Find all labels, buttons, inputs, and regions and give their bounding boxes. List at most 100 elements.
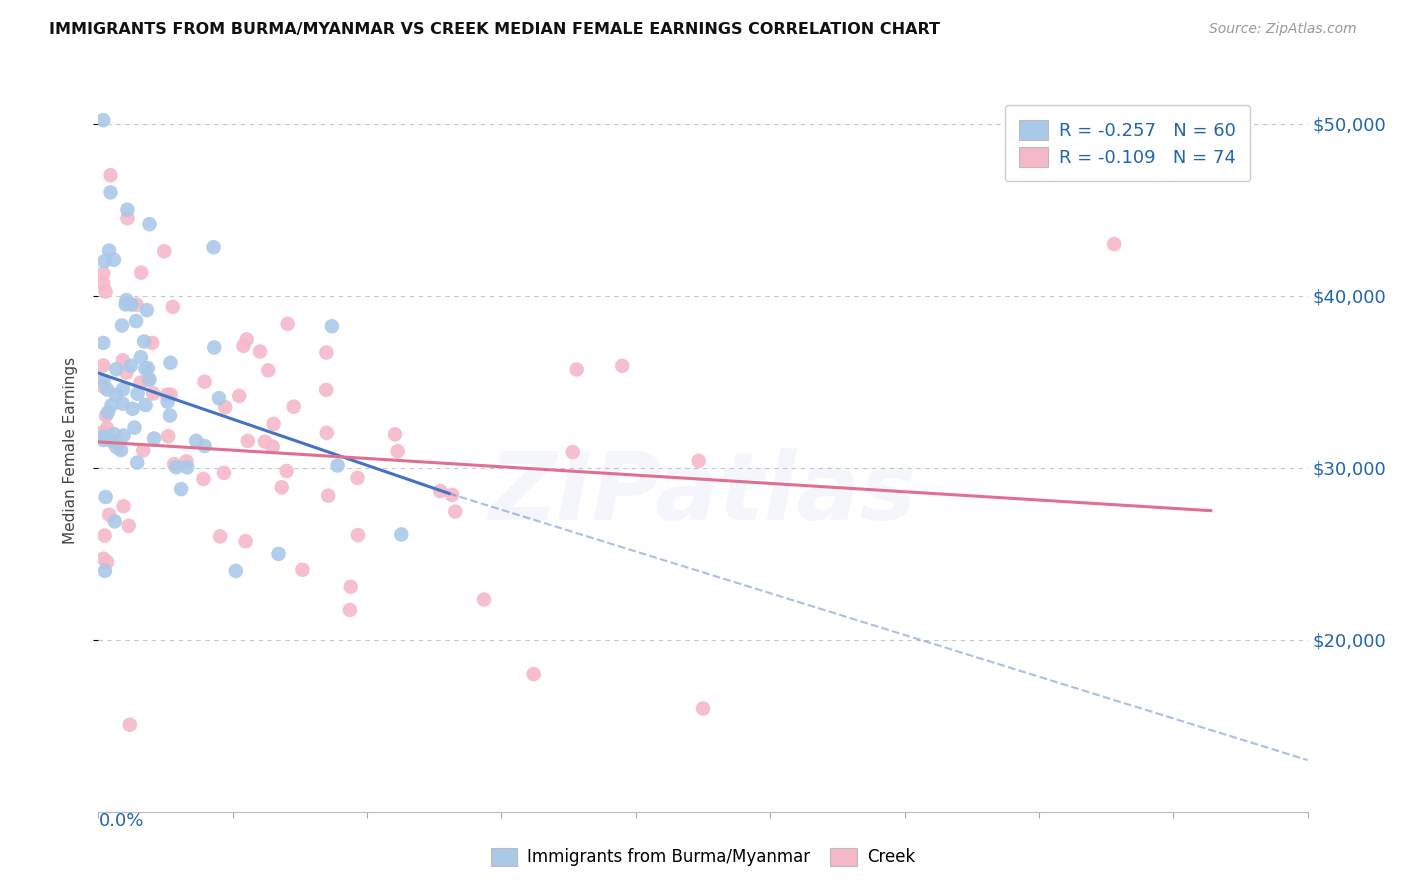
- Point: [176, 454, 198, 468]
- Point: [91, 433, 114, 447]
- Point: [115, 366, 138, 380]
- Point: [389, 527, 412, 541]
- Point: [138, 217, 160, 231]
- Point: [612, 359, 634, 373]
- Point: [236, 434, 259, 448]
- Point: [315, 425, 337, 440]
- Point: [120, 359, 142, 373]
- Point: [523, 667, 546, 681]
- Point: [387, 444, 409, 458]
- Point: [156, 394, 179, 409]
- Point: [214, 401, 236, 415]
- Point: [142, 386, 165, 401]
- Point: [232, 339, 254, 353]
- Point: [228, 389, 250, 403]
- Point: [134, 334, 156, 349]
- Point: [91, 113, 114, 128]
- Point: [472, 592, 495, 607]
- Point: [117, 211, 139, 226]
- Legend: Immigrants from Burma/Myanmar, Creek: Immigrants from Burma/Myanmar, Creek: [484, 841, 922, 873]
- Point: [291, 563, 314, 577]
- Point: [208, 391, 231, 405]
- Point: [209, 529, 232, 543]
- Point: [235, 333, 257, 347]
- Legend: R = -0.257   N = 60, R = -0.109   N = 74: R = -0.257 N = 60, R = -0.109 N = 74: [1005, 105, 1250, 181]
- Point: [170, 482, 193, 496]
- Point: [249, 344, 271, 359]
- Point: [163, 457, 186, 471]
- Point: [111, 353, 134, 368]
- Point: [202, 341, 225, 355]
- Text: ZIPatlas: ZIPatlas: [489, 448, 917, 540]
- Point: [136, 373, 159, 387]
- Point: [162, 300, 184, 314]
- Point: [276, 464, 298, 478]
- Point: [202, 240, 225, 254]
- Point: [141, 335, 163, 350]
- Point: [105, 362, 128, 376]
- Point: [262, 440, 284, 454]
- Point: [176, 460, 198, 475]
- Point: [165, 460, 187, 475]
- Point: [91, 379, 114, 393]
- Point: [157, 429, 180, 443]
- Point: [339, 603, 361, 617]
- Point: [96, 383, 118, 397]
- Point: [100, 398, 122, 412]
- Point: [565, 362, 588, 376]
- Point: [124, 420, 146, 434]
- Point: [316, 489, 339, 503]
- Point: [110, 443, 132, 458]
- Point: [112, 428, 135, 442]
- Point: [105, 388, 128, 402]
- Point: [111, 318, 134, 333]
- Point: [1102, 237, 1125, 252]
- Point: [117, 202, 139, 217]
- Point: [384, 427, 406, 442]
- Point: [263, 417, 285, 431]
- Point: [91, 551, 114, 566]
- Point: [94, 285, 117, 299]
- Point: [135, 398, 157, 412]
- Point: [94, 564, 117, 578]
- Point: [93, 528, 115, 542]
- Point: [118, 717, 141, 731]
- Point: [98, 244, 121, 258]
- Point: [93, 254, 115, 268]
- Point: [561, 445, 583, 459]
- Point: [277, 317, 299, 331]
- Point: [129, 351, 152, 365]
- Point: [100, 186, 122, 200]
- Point: [100, 434, 122, 448]
- Point: [91, 277, 114, 291]
- Point: [91, 429, 114, 443]
- Point: [326, 458, 349, 473]
- Point: [270, 480, 292, 494]
- Point: [257, 363, 280, 377]
- Point: [91, 425, 114, 440]
- Text: IMMIGRANTS FROM BURMA/MYANMAR VS CREEK MEDIAN FEMALE EARNINGS CORRELATION CHART: IMMIGRANTS FROM BURMA/MYANMAR VS CREEK M…: [49, 22, 941, 37]
- Y-axis label: Median Female Earnings: Median Female Earnings: [63, 357, 77, 544]
- Point: [193, 472, 215, 486]
- Point: [346, 471, 368, 485]
- Point: [105, 440, 128, 454]
- Point: [91, 267, 114, 281]
- Point: [315, 383, 337, 397]
- Point: [129, 266, 152, 280]
- Point: [347, 528, 370, 542]
- Point: [111, 397, 134, 411]
- Point: [267, 547, 290, 561]
- Point: [91, 335, 114, 350]
- Point: [688, 454, 710, 468]
- Point: [129, 376, 152, 390]
- Text: Source: ZipAtlas.com: Source: ZipAtlas.com: [1209, 22, 1357, 37]
- Point: [91, 374, 114, 388]
- Point: [103, 252, 125, 267]
- Point: [235, 534, 257, 549]
- Point: [103, 427, 125, 442]
- Point: [143, 432, 166, 446]
- Point: [253, 434, 276, 449]
- Point: [98, 508, 121, 522]
- Point: [112, 382, 135, 396]
- Point: [118, 518, 141, 533]
